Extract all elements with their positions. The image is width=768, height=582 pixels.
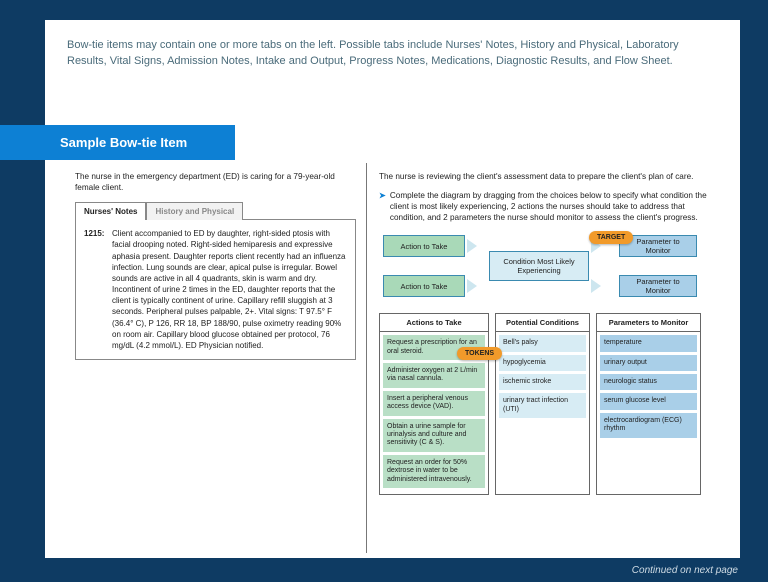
- condition-slot[interactable]: Condition Most Likely Experiencing: [489, 251, 589, 281]
- connector-icon: [467, 239, 477, 253]
- parameter-token[interactable]: neurologic status: [600, 374, 697, 390]
- action-slot-2[interactable]: Action to Take: [383, 275, 465, 297]
- target-badge: TARGET: [589, 231, 633, 244]
- token-table: Actions to Take Request a prescription f…: [379, 313, 710, 495]
- sample-item: The nurse in the emergency department (E…: [67, 163, 718, 553]
- condition-token[interactable]: Bell's palsy: [499, 335, 586, 351]
- condition-token[interactable]: hypoglycemia: [499, 355, 586, 371]
- parameter-token[interactable]: urinary output: [600, 355, 697, 371]
- note-box: 1215: Client accompanied to ED by daught…: [75, 219, 356, 360]
- action-token[interactable]: Request an order for 50% dextrose in wat…: [383, 455, 485, 488]
- bowtie-diagram: Action to Take Action to Take Condition …: [379, 229, 710, 307]
- action-token[interactable]: Obtain a urine sample for urinalysis and…: [383, 419, 485, 452]
- instruction-row: ➤ Complete the diagram by dragging from …: [379, 190, 710, 223]
- parameters-header: Parameters to Monitor: [597, 314, 700, 332]
- right-column: The nurse is reviewing the client's asse…: [367, 163, 718, 553]
- intro-text: Bow-tie items may contain one or more ta…: [67, 38, 718, 70]
- action-token[interactable]: Administer oxygen at 2 L/min via nasal c…: [383, 363, 485, 388]
- parameter-slot-2[interactable]: Parameter to Monitor: [619, 275, 697, 297]
- left-scenario: The nurse in the emergency department (E…: [75, 171, 356, 193]
- action-token[interactable]: Insert a peripheral venous access device…: [383, 391, 485, 416]
- note-text: Client accompanied to ED by daughter, ri…: [112, 228, 347, 351]
- parameter-token[interactable]: temperature: [600, 335, 697, 351]
- connector-icon: [467, 279, 477, 293]
- condition-token[interactable]: urinary tract infection (UTI): [499, 393, 586, 418]
- arrow-icon: ➤: [379, 190, 386, 223]
- actions-column: Actions to Take Request a prescription f…: [379, 313, 489, 495]
- tab-strip: Nurses' Notes History and Physical: [75, 201, 356, 219]
- conditions-header: Potential Conditions: [496, 314, 589, 332]
- connector-icon: [591, 279, 601, 293]
- conditions-column: Potential Conditions Bell's palsy hypogl…: [495, 313, 590, 495]
- parameter-token[interactable]: electrocardiogram (ECG) rhythm: [600, 413, 697, 438]
- condition-token[interactable]: ischemic stroke: [499, 374, 586, 390]
- instruction-text: Complete the diagram by dragging from th…: [390, 190, 710, 223]
- right-scenario: The nurse is reviewing the client's asse…: [379, 171, 710, 182]
- footer-text: Continued on next page: [632, 565, 738, 576]
- action-slot-1[interactable]: Action to Take: [383, 235, 465, 257]
- actions-header: Actions to Take: [380, 314, 488, 332]
- tokens-badge: TOKENS: [457, 347, 502, 360]
- parameter-token[interactable]: serum glucose level: [600, 393, 697, 409]
- left-column: The nurse in the emergency department (E…: [67, 163, 367, 553]
- note-time: 1215:: [84, 228, 112, 351]
- tab-nurses-notes[interactable]: Nurses' Notes: [75, 202, 146, 220]
- tab-history-physical[interactable]: History and Physical: [146, 202, 243, 220]
- sample-banner: Sample Bow-tie Item: [0, 125, 235, 160]
- parameters-column: Parameters to Monitor temperature urinar…: [596, 313, 701, 495]
